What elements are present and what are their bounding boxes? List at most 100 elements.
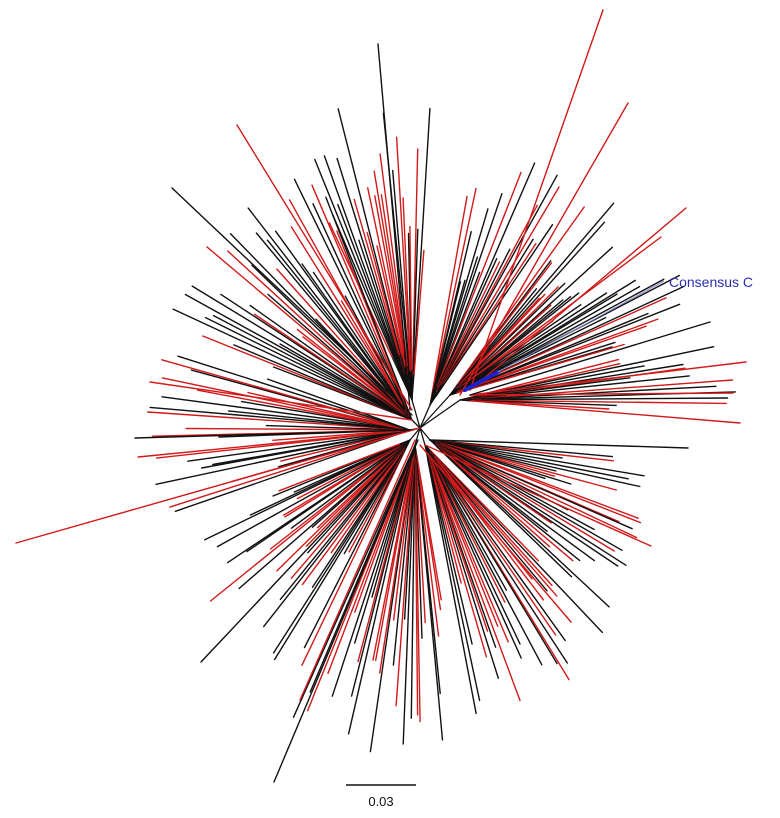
leaf-branch <box>340 300 411 417</box>
leaf-branch <box>436 192 503 386</box>
leaf-branch <box>436 208 489 382</box>
leaf-branch <box>466 385 717 401</box>
leaf-branch <box>456 325 647 394</box>
internal-branch <box>429 395 437 406</box>
scale-bar-label: 0.03 <box>368 794 393 809</box>
leaf-branch <box>432 187 477 390</box>
leaf-branch <box>429 452 558 665</box>
long-leaf-branch <box>429 439 689 449</box>
leaf-branch <box>433 439 613 458</box>
leaf-branch <box>379 455 414 674</box>
leaf-branch <box>412 228 419 364</box>
leaf-branch <box>392 460 415 666</box>
leaf-branch <box>266 239 408 414</box>
leaf-branch <box>212 314 406 417</box>
leaf-branch <box>462 278 665 389</box>
leaf-branch <box>426 452 489 632</box>
leaf-branch <box>441 186 560 386</box>
leaf-branch <box>337 108 407 375</box>
internal-branch <box>449 392 458 396</box>
leaf-branch <box>331 213 399 369</box>
leaf-branch <box>436 441 617 491</box>
leaf-branch <box>409 225 413 371</box>
leaf-branch <box>434 441 633 530</box>
leaf-branch <box>435 258 498 392</box>
leaf-branch <box>427 456 473 645</box>
leaf-branch <box>456 343 625 394</box>
leaf-branch <box>415 459 444 741</box>
leaf-branch <box>226 250 410 418</box>
leaf-branch <box>267 293 405 414</box>
leaf-branch <box>459 303 681 392</box>
leaf-branch <box>429 454 521 645</box>
leaf-branch <box>468 363 684 400</box>
consensus-c-marker: Consensus C <box>463 274 753 392</box>
leaf-branch <box>458 293 618 391</box>
internal-branch <box>409 427 421 441</box>
leaf-branch <box>435 261 501 393</box>
internal-branch <box>411 419 421 429</box>
long-leaf-branch <box>469 207 687 391</box>
leaf-branch <box>311 451 403 588</box>
leaf-branch <box>457 304 552 389</box>
leaf-branch <box>309 459 410 693</box>
leaf-branch <box>395 453 415 707</box>
long-leaf-branch <box>469 321 711 396</box>
long-leaf-branch <box>273 439 419 783</box>
internal-branch <box>411 399 421 429</box>
leaf-branch <box>433 453 603 634</box>
leaf-branch <box>367 187 406 368</box>
long-leaf-branch <box>419 444 572 623</box>
leaf-branch <box>430 195 468 398</box>
long-leaf-branch <box>171 187 413 416</box>
consensus-c-leader-line <box>497 280 665 373</box>
leaf-branch <box>464 399 617 407</box>
leaf-branch <box>296 328 404 414</box>
leaf-branch <box>343 449 405 555</box>
leaf-branch <box>426 452 462 584</box>
leaf-branch <box>161 359 402 429</box>
leaf-branch <box>265 424 401 431</box>
long-leaf-branch <box>377 43 411 411</box>
leaf-branch <box>212 430 404 466</box>
leaf-branch <box>137 430 401 458</box>
leaf-branch <box>357 457 413 663</box>
leaf-branch <box>290 442 406 529</box>
leaf-branch <box>276 445 405 572</box>
leaf-branch <box>172 308 403 416</box>
leaf-branch <box>206 246 408 417</box>
leaf-branch <box>442 242 537 386</box>
leaf-branch <box>323 155 407 384</box>
internal-branch <box>411 373 415 401</box>
internal-branch <box>429 439 438 447</box>
leaf-branch <box>457 262 553 385</box>
leaf-branch <box>426 453 488 658</box>
leaf-branch <box>263 447 405 628</box>
leaf-branch <box>414 456 419 716</box>
leaf-branch <box>184 293 408 418</box>
leaf-branch <box>429 450 545 601</box>
leaf-branch <box>433 456 533 580</box>
long-leaf-branch <box>134 429 411 439</box>
leaf-branch <box>290 444 407 579</box>
leaf-branch <box>301 446 406 586</box>
internal-branch <box>459 399 473 402</box>
leaf-branch <box>402 451 416 745</box>
leaf-branch <box>337 203 404 378</box>
leaf-branch <box>280 430 405 462</box>
leaf-branch <box>204 445 399 541</box>
leaf-branch <box>410 454 416 719</box>
leaf-branch <box>187 430 402 462</box>
leaf-branch <box>467 397 729 401</box>
leaf-branch <box>336 157 401 363</box>
leaf-branch <box>454 304 582 392</box>
leaf-branch <box>414 455 423 639</box>
leaf-branch <box>314 158 400 369</box>
internal-branch <box>419 427 426 446</box>
leaf-branch <box>436 440 629 480</box>
leaf-branch <box>430 451 553 587</box>
scale-bar: 0.03 <box>346 784 416 809</box>
leaf-branch <box>438 162 536 385</box>
leaf-branch <box>435 223 554 397</box>
